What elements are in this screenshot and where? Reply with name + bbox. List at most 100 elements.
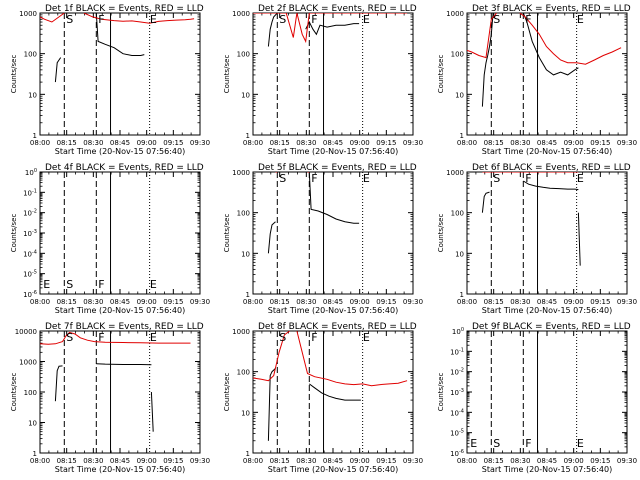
y-tick-label: 100	[237, 51, 250, 59]
marker-S: S	[66, 13, 73, 26]
y-axis-label: Counts/sec	[223, 373, 231, 412]
y-tick-label: 10-1	[23, 188, 37, 197]
marker-E: E	[577, 437, 584, 450]
marker-F: F	[98, 331, 104, 344]
x-tick-label: 09:30	[617, 139, 637, 147]
x-tick-label: 09:00	[564, 298, 584, 306]
x-tick-label: 08:30	[83, 457, 103, 465]
plot-area	[467, 13, 622, 135]
x-tick-label: 09:30	[617, 457, 637, 465]
marker-S: S	[66, 278, 73, 291]
y-tick-exponent: -3	[459, 388, 464, 394]
marker-S: S	[493, 13, 500, 26]
panel-title: Det 6f BLACK = Events, RED = LLD	[472, 163, 631, 173]
series-lld	[519, 13, 622, 65]
y-axis-label: Counts/sec	[10, 214, 18, 253]
y-tick-label: 10	[241, 250, 250, 258]
y-tick-label: 1	[460, 132, 464, 140]
marker-E: E	[363, 331, 370, 344]
panel-det-9: Det 9f BLACK = Events, RED = LLD 10-6 10-5…	[437, 322, 637, 474]
x-tick-label: 08:45	[537, 298, 557, 306]
x-tick-label: 08:00	[457, 298, 477, 306]
y-tick-label: 10	[241, 91, 250, 99]
series-lld	[40, 331, 191, 345]
y-tick-label: 1000	[232, 328, 250, 336]
x-tick-label: 09:00	[137, 139, 157, 147]
x-tick-label: 08:15	[270, 457, 290, 465]
marker-S: S	[66, 331, 73, 344]
panel-det-4: Det 4f BLACK = Events, RED = LLD 10-6 10-5…	[10, 163, 210, 315]
y-tick-label: 100	[25, 168, 37, 177]
plot-area	[253, 331, 408, 453]
series-events	[150, 391, 154, 432]
marker-E: E	[577, 13, 584, 26]
y-tick-label: 10	[241, 409, 250, 417]
x-axis-label: Start Time (20-Nov-15 07:56:40)	[268, 147, 398, 156]
x-tick-label: 09:00	[564, 457, 584, 465]
panel-det-2: Det 2f BLACK = Events, RED = LLD 1 10 100 10…	[223, 4, 423, 156]
panel-det-8: Det 8f BLACK = Events, RED = LLD 1 10 100 10…	[223, 322, 423, 474]
x-axis-label: Start Time (20-Nov-15 07:56:40)	[55, 147, 185, 156]
series-events	[481, 191, 490, 213]
plot-area	[490, 331, 578, 453]
x-tick-label: 08:15	[484, 139, 504, 147]
y-tick-label: 10-3	[23, 229, 37, 238]
y-tick-label: 1000	[19, 10, 37, 18]
y-tick-exponent: -1	[32, 188, 37, 194]
marker-E: E	[577, 172, 584, 185]
y-tick-label: 10-5	[23, 270, 37, 279]
marker-E: E	[470, 437, 477, 450]
x-tick-label: 08:00	[30, 298, 50, 306]
x-tick-label: 09:00	[350, 139, 370, 147]
y-axis-label: Counts/sec	[437, 214, 445, 253]
x-tick-label: 09:15	[376, 298, 396, 306]
x-tick-label: 08:15	[270, 139, 290, 147]
x-tick-label: 08:30	[83, 139, 103, 147]
x-tick-label: 08:00	[243, 298, 263, 306]
x-tick-label: 09:15	[590, 298, 610, 306]
y-tick-label: 1000	[232, 10, 250, 18]
x-tick-label: 09:00	[350, 457, 370, 465]
series-events	[267, 368, 276, 441]
y-axis-label: Counts/sec	[10, 373, 18, 412]
y-tick-label: 10	[28, 91, 37, 99]
x-tick-label: 09:00	[137, 457, 157, 465]
panel-title: Det 8f BLACK = Events, RED = LLD	[258, 322, 417, 332]
y-tick-label: 1	[33, 450, 37, 458]
y-tick-label: 1	[246, 132, 250, 140]
marker-F: F	[98, 13, 104, 26]
plot-area	[40, 331, 191, 453]
y-tick-label: 10-6	[23, 290, 37, 299]
x-tick-label: 09:15	[590, 139, 610, 147]
y-tick-label: 1	[246, 450, 250, 458]
y-tick-exponent: 0	[461, 327, 464, 333]
x-tick-label: 08:00	[457, 457, 477, 465]
series-events	[522, 13, 579, 76]
panel-det-5: Det 5f BLACK = Events, RED = LLD 1 10 100 10…	[223, 163, 423, 315]
y-tick-label: 10-3	[450, 388, 464, 397]
plot-area	[481, 172, 581, 294]
y-tick-exponent: -4	[459, 408, 464, 414]
y-tick-exponent: -6	[459, 449, 464, 455]
y-tick-label: 10	[455, 250, 464, 258]
panel-title: Det 4f BLACK = Events, RED = LLD	[45, 163, 204, 173]
panel-title: Det 3f BLACK = Events, RED = LLD	[472, 4, 631, 14]
series-lld	[296, 331, 408, 387]
panel-det-6: Det 6f BLACK = Events, RED = LLD 1 10 100 10…	[437, 163, 637, 315]
x-axis-label: Start Time (20-Nov-15 07:56:40)	[55, 306, 185, 315]
series-events	[305, 20, 360, 36]
x-tick-label: 08:00	[30, 457, 50, 465]
x-tick-label: 09:30	[403, 298, 423, 306]
series-lld	[83, 13, 195, 24]
x-tick-label: 09:15	[376, 457, 396, 465]
y-tick-label: 10	[455, 91, 464, 99]
y-tick-exponent: -2	[32, 209, 37, 215]
series-events	[96, 363, 152, 366]
y-tick-label: 100	[24, 51, 37, 59]
x-tick-label: 08:45	[537, 457, 557, 465]
y-tick-exponent: 0	[34, 168, 37, 174]
series-events	[267, 221, 276, 254]
y-tick-label: 100	[451, 51, 464, 59]
series-lld	[467, 13, 497, 59]
